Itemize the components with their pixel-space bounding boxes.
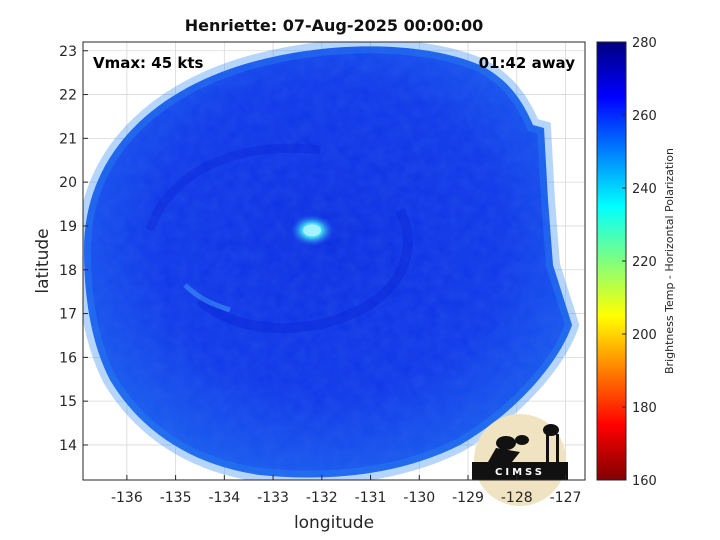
- colorbar-label: Brightness Temp - Horizontal Polarizatio…: [663, 148, 676, 374]
- swath-rim: [83, 42, 580, 480]
- colorbar-tick-label: 240: [632, 182, 657, 197]
- x-tick-label: -136: [111, 490, 143, 506]
- rain-band: [196, 207, 413, 334]
- colorbar-tick-label: 260: [632, 109, 657, 124]
- x-tick-label: -132: [306, 490, 338, 506]
- chart-title: Henriette: 07-Aug-2025 00:00:00: [185, 16, 483, 35]
- y-tick-label: 23: [59, 44, 77, 60]
- x-tick-label: -133: [257, 490, 289, 506]
- x-tick-label: -129: [452, 490, 484, 506]
- x-tick-label: -131: [355, 490, 387, 506]
- y-tick-label: 22: [59, 88, 77, 104]
- x-ticks: -136 -135 -134 -133 -132 -131 -130 -129 -128 -127: [111, 475, 581, 506]
- y-tick-label: 17: [59, 307, 77, 323]
- y-tick-label: 19: [59, 219, 77, 235]
- x-tick-label: -127: [550, 490, 582, 506]
- logo-text: CIMSS: [495, 467, 545, 478]
- y-tick-label: 15: [59, 394, 77, 410]
- x-axis-label: longitude: [294, 513, 374, 533]
- rain-band: [145, 143, 321, 232]
- colorbar-tick-label: 280: [632, 36, 657, 51]
- swath-texture: [84, 46, 572, 478]
- colorbar: [596, 41, 627, 481]
- colorbar-tick-label: 220: [632, 255, 657, 270]
- y-tick-label: 14: [59, 438, 77, 454]
- colorbar-tick-label: 200: [632, 328, 657, 343]
- x-tick-label: -134: [208, 490, 240, 506]
- y-tick-label: 21: [59, 131, 77, 147]
- y-ticks: 14 15 16 17 18 19 20 21 22 23: [59, 44, 88, 454]
- x-tick-label: -130: [403, 490, 435, 506]
- axes-frame: [82, 41, 586, 481]
- x-tick-label: -135: [160, 490, 192, 506]
- time-away-annotation: 01:42 away: [479, 54, 576, 72]
- cimss-logo: CIMSS: [472, 414, 568, 506]
- vmax-annotation: Vmax: 45 kts: [93, 54, 203, 72]
- rain-band: [183, 283, 231, 313]
- x-tick-label: -128: [501, 490, 533, 506]
- storm-eye-core: [303, 224, 322, 237]
- swath-image: [83, 42, 580, 480]
- y-tick-label: 16: [59, 350, 77, 366]
- y-tick-label: 20: [59, 175, 77, 191]
- y-axis-label: latitude: [33, 228, 53, 293]
- colorbar-tick-label: 180: [632, 401, 657, 416]
- colorbar-ticks: 160 180 200 220 240 260 280: [622, 36, 657, 489]
- colorbar-tick-label: 160: [632, 474, 657, 489]
- y-tick-label: 18: [59, 263, 77, 279]
